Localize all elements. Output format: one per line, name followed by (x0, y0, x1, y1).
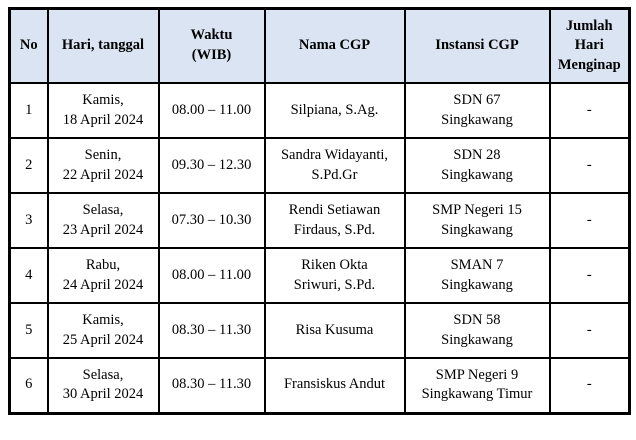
cell-no: 6 (8, 357, 49, 414)
column-header-nama-cgp: Nama CGP (263, 7, 406, 84)
cell-instansi-cgp: SMP Negeri 15 Singkawang (403, 192, 551, 249)
cell-nama-cgp: Risa Kusuma (263, 302, 406, 359)
cell-instansi-cgp: SDN 58 Singkawang (403, 302, 551, 359)
cell-waktu: 08.00 – 11.00 (157, 247, 266, 304)
column-header-no: No (8, 7, 49, 84)
cell-nama-cgp: Fransiskus Andut (263, 357, 406, 414)
cell-hari-tanggal: Selasa, 30 April 2024 (46, 357, 160, 414)
cell-nama-cgp: Rendi Setiawan Firdaus, S.Pd. (263, 192, 406, 249)
cell-nama-cgp: Riken Okta Sriwuri, S.Pd. (263, 247, 406, 304)
table-row: 2 Senin, 22 April 2024 09.30 – 12.30 San… (8, 137, 631, 194)
cell-instansi-cgp: SMAN 7 Singkawang (403, 247, 551, 304)
column-header-instansi-cgp: Instansi CGP (403, 7, 551, 84)
column-header-waktu: Waktu (WIB) (157, 7, 266, 84)
cell-jumlah-hari: - (548, 247, 631, 304)
cell-hari-tanggal: Selasa, 23 April 2024 (46, 192, 160, 249)
cell-waktu: 09.30 – 12.30 (157, 137, 266, 194)
cell-waktu: 07.30 – 10.30 (157, 192, 266, 249)
column-header-jumlah-hari-menginap: Jumlah Hari Menginap (548, 7, 631, 84)
table-row: 1 Kamis, 18 April 2024 08.00 – 11.00 Sil… (8, 82, 631, 139)
cell-nama-cgp: Silpiana, S.Ag. (263, 82, 406, 139)
cell-no: 1 (8, 82, 49, 139)
cell-waktu: 08.00 – 11.00 (157, 82, 266, 139)
cell-instansi-cgp: SMP Negeri 9 Singkawang Timur (403, 357, 551, 414)
cell-instansi-cgp: SDN 67 Singkawang (403, 82, 551, 139)
cell-no: 3 (8, 192, 49, 249)
cgp-schedule-table: No Hari, tanggal Waktu (WIB) Nama CGP In… (8, 7, 631, 415)
table-header-row: No Hari, tanggal Waktu (WIB) Nama CGP In… (8, 7, 631, 84)
cell-hari-tanggal: Senin, 22 April 2024 (46, 137, 160, 194)
cell-jumlah-hari: - (548, 357, 631, 414)
cell-hari-tanggal: Rabu, 24 April 2024 (46, 247, 160, 304)
cell-nama-cgp: Sandra Widayanti, S.Pd.Gr (263, 137, 406, 194)
cell-waktu: 08.30 – 11.30 (157, 302, 266, 359)
cell-no: 5 (8, 302, 49, 359)
cell-waktu: 08.30 – 11.30 (157, 357, 266, 414)
cell-hari-tanggal: Kamis, 18 April 2024 (46, 82, 160, 139)
table-row: 6 Selasa, 30 April 2024 08.30 – 11.30 Fr… (8, 357, 631, 414)
cell-jumlah-hari: - (548, 137, 631, 194)
cell-jumlah-hari: - (548, 302, 631, 359)
cell-jumlah-hari: - (548, 82, 631, 139)
cell-hari-tanggal: Kamis, 25 April 2024 (46, 302, 160, 359)
cell-no: 4 (8, 247, 49, 304)
column-header-hari-tanggal: Hari, tanggal (46, 7, 160, 84)
table-row: 5 Kamis, 25 April 2024 08.30 – 11.30 Ris… (8, 302, 631, 359)
table-row: 3 Selasa, 23 April 2024 07.30 – 10.30 Re… (8, 192, 631, 249)
cell-instansi-cgp: SDN 28 Singkawang (403, 137, 551, 194)
table-row: 4 Rabu, 24 April 2024 08.00 – 11.00 Rike… (8, 247, 631, 304)
cell-no: 2 (8, 137, 49, 194)
cell-jumlah-hari: - (548, 192, 631, 249)
